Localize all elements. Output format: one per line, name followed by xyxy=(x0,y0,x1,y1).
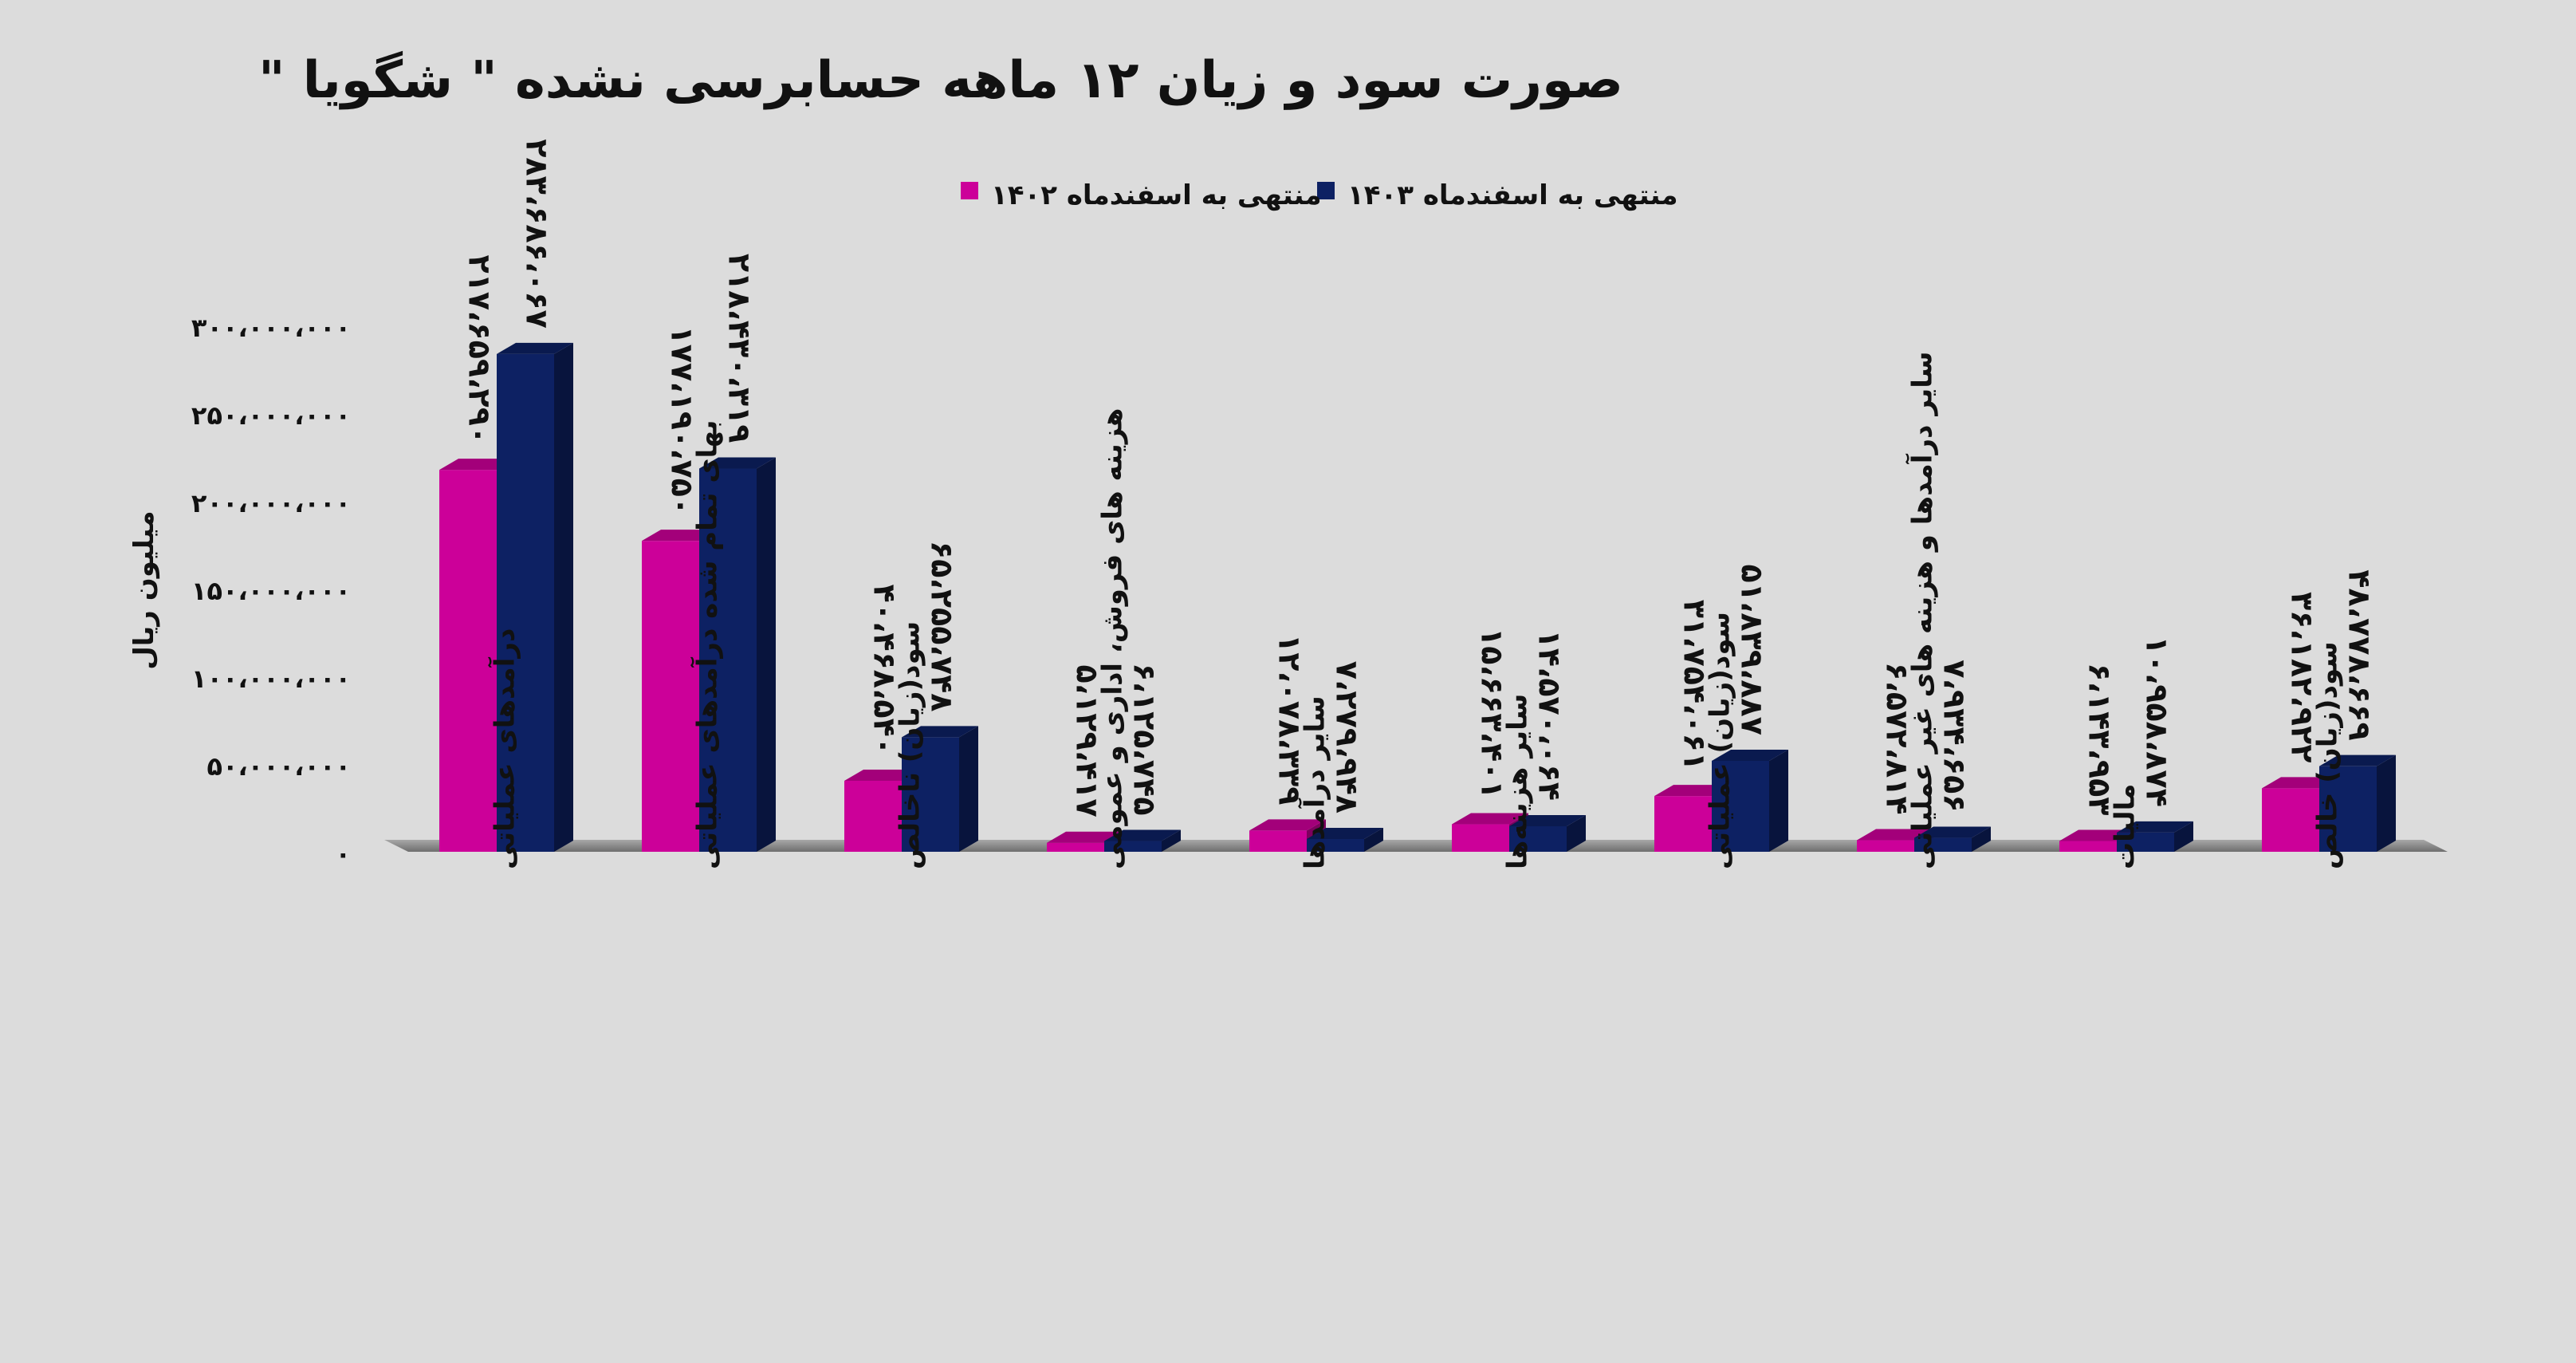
bar-top xyxy=(2117,821,2193,833)
y-tick-label: ۱۰۰،۰۰۰،۰۰۰ xyxy=(191,664,351,694)
category-label: سایر هزینه‌ها xyxy=(1502,694,1534,869)
bar xyxy=(1104,841,1162,852)
value-label: ۶،۱۲۵،۷۴۵ xyxy=(1127,663,1162,815)
bar xyxy=(439,470,497,852)
value-label: ۱۴،۵۷۰،۰۶۴ xyxy=(1532,630,1567,801)
y-tick-label: ۲۵۰،۰۰۰،۰۰۰ xyxy=(191,400,351,431)
bar xyxy=(699,468,757,852)
bar-top xyxy=(1047,831,1123,843)
category-label: سایر درآمدها و هزینه های غیر عملیاتی xyxy=(1905,352,1939,869)
bar xyxy=(1914,837,1972,852)
category-label: سود(زیان) خالص xyxy=(2312,641,2344,869)
category-label: بهای تمام شده درآمدهای عملیاتی xyxy=(690,420,724,869)
bar-side xyxy=(1769,749,1788,852)
category-label: درآمدهای عملیاتی xyxy=(488,628,521,869)
bar xyxy=(844,780,902,852)
bar-side xyxy=(2174,821,2193,852)
value-label: ۷،۹۳۴،۶۵۶ xyxy=(1937,660,1972,812)
value-label: ۱۵،۶۶۳،۴۰۱ xyxy=(1475,628,1510,798)
bar xyxy=(2117,832,2174,852)
bar xyxy=(2262,788,2319,852)
bar-top xyxy=(1104,829,1181,841)
value-label: ۵۱،۸۳۹،۸۸۷ xyxy=(1735,565,1770,735)
value-label: ۷،۲۷۹،۹۴۸ xyxy=(1330,661,1365,813)
bars xyxy=(439,342,2396,853)
value-label: ۳۱،۷۵۴،۰۶۱ xyxy=(1677,600,1713,770)
bar-top xyxy=(2319,754,2396,766)
category-labels: درآمدهای عملیاتی بهای تمام شده درآمدهای ع… xyxy=(488,352,2344,869)
bar xyxy=(642,541,699,852)
y-axis-label: میلیون ریال xyxy=(128,510,160,669)
category-label: سود(زیان) عملیاتی xyxy=(1705,612,1736,869)
bar xyxy=(2319,766,2377,852)
value-label: ۴۸،۷۷۸،۶۶۹ xyxy=(2342,569,2377,740)
bar-side xyxy=(959,726,978,852)
value-label: ۱۰،۹۵۸،۸۷۴ xyxy=(2140,636,2175,806)
y-tick-label: ۵۰،۰۰۰،۰۰۰ xyxy=(206,751,351,782)
bar-top xyxy=(1857,829,1933,841)
category-label: مالیات xyxy=(2110,784,2141,869)
y-tick-label: ۰ xyxy=(335,839,351,869)
value-labels: ۲۱۷،۶۵۹،۲۹۰ ۲۸۳،۶۸۶،۰۶۷ ۱۷۷،۱۹۰،۷۵۰ ۲۱۸،۴۳۰… xyxy=(462,139,2377,817)
legend-label-1402: منتهی به اسفندماه ۱۴۰۲ xyxy=(991,179,1322,211)
bar-side xyxy=(554,342,573,853)
value-label: ۱۷۷،۱۹۰،۷۵۰ xyxy=(665,326,700,516)
bar-side xyxy=(2377,754,2396,852)
bar-top xyxy=(1712,749,1788,761)
bar-top xyxy=(1509,814,1586,826)
legend-item-1403: منتهی به اسفندماه ۱۴۰۳ xyxy=(1317,179,1678,211)
bar-top xyxy=(1914,826,1991,838)
bar-top xyxy=(1452,813,1528,825)
bar xyxy=(2059,841,2117,852)
y-axis-ticks: ۰ ۵۰،۰۰۰،۰۰۰ ۱۰۰،۰۰۰،۰۰۰ ۱۵۰،۰۰۰،۰۰۰ ۲۰۰،۰۰۰… xyxy=(191,313,351,869)
value-label: ۱۲،۰۷۸،۳۳۹ xyxy=(1272,634,1308,805)
value-label: ۶۵،۲۵۵،۷۴۸ xyxy=(925,541,960,711)
bar xyxy=(1654,796,1712,852)
bar-side xyxy=(1162,829,1181,852)
y-tick-label: ۳۰۰،۰۰۰،۰۰۰ xyxy=(191,313,351,343)
legend-label-1403: منتهی به اسفندماه ۱۴۰۳ xyxy=(1347,179,1678,211)
value-label: ۵،۱۲۹،۴۱۷ xyxy=(1070,664,1105,817)
bar xyxy=(1307,838,1364,852)
bar xyxy=(1712,760,1769,852)
bar-top xyxy=(497,342,573,354)
bar-top xyxy=(699,457,776,469)
bar xyxy=(1509,825,1567,852)
legend-swatch-1402 xyxy=(961,182,978,199)
bar xyxy=(902,737,959,852)
category-label: سود(زیان) ناخالص xyxy=(895,621,926,869)
bar xyxy=(497,353,554,853)
bar-side xyxy=(1364,827,1383,852)
bar xyxy=(1249,830,1307,852)
legend-item-1402: منتهی به اسفندماه ۱۴۰۲ xyxy=(961,179,1322,211)
bar-top xyxy=(1249,819,1326,831)
value-label: ۳۶،۱۸۲،۹۲۲ xyxy=(2285,592,2320,762)
chart-title: صورت سود و زیان ۱۲ ماهه حسابرسی نشده " ش… xyxy=(258,50,1623,110)
bar xyxy=(1857,840,1914,852)
value-label: ۶،۵۷۲،۸۱۴ xyxy=(1880,662,1915,814)
value-label: ۲۸۳،۶۸۶،۰۶۷ xyxy=(520,139,555,329)
y-tick-label: ۱۵۰،۰۰۰،۰۰۰ xyxy=(191,576,351,606)
bar-side xyxy=(1972,826,1991,852)
y-tick-label: ۲۰۰،۰۰۰،۰۰۰ xyxy=(191,488,351,518)
legend: منتهی به اسفندماه ۱۴۰۳ منتهی به اسفندماه… xyxy=(961,179,1678,211)
legend-swatch-1403 xyxy=(1317,182,1335,199)
bar xyxy=(1047,842,1104,852)
value-label: ۶،۱۴۳،۹۵۳ xyxy=(2082,663,2118,815)
value-label: ۴۰،۴۶۸،۵۴۰ xyxy=(867,585,903,755)
category-label: هزینه های فروش، اداری و عمومی xyxy=(1097,408,1129,869)
category-label: سایر درآمدها xyxy=(1298,695,1331,869)
value-label: ۲۱۷،۶۵۹،۲۹۰ xyxy=(462,255,498,445)
bar xyxy=(1452,824,1509,852)
bar-top xyxy=(1307,827,1383,839)
bar-side xyxy=(1567,814,1586,852)
bar-side xyxy=(757,457,776,852)
value-label: ۲۱۸،۴۳۰،۳۱۹ xyxy=(722,254,757,443)
bar-top xyxy=(902,726,978,738)
